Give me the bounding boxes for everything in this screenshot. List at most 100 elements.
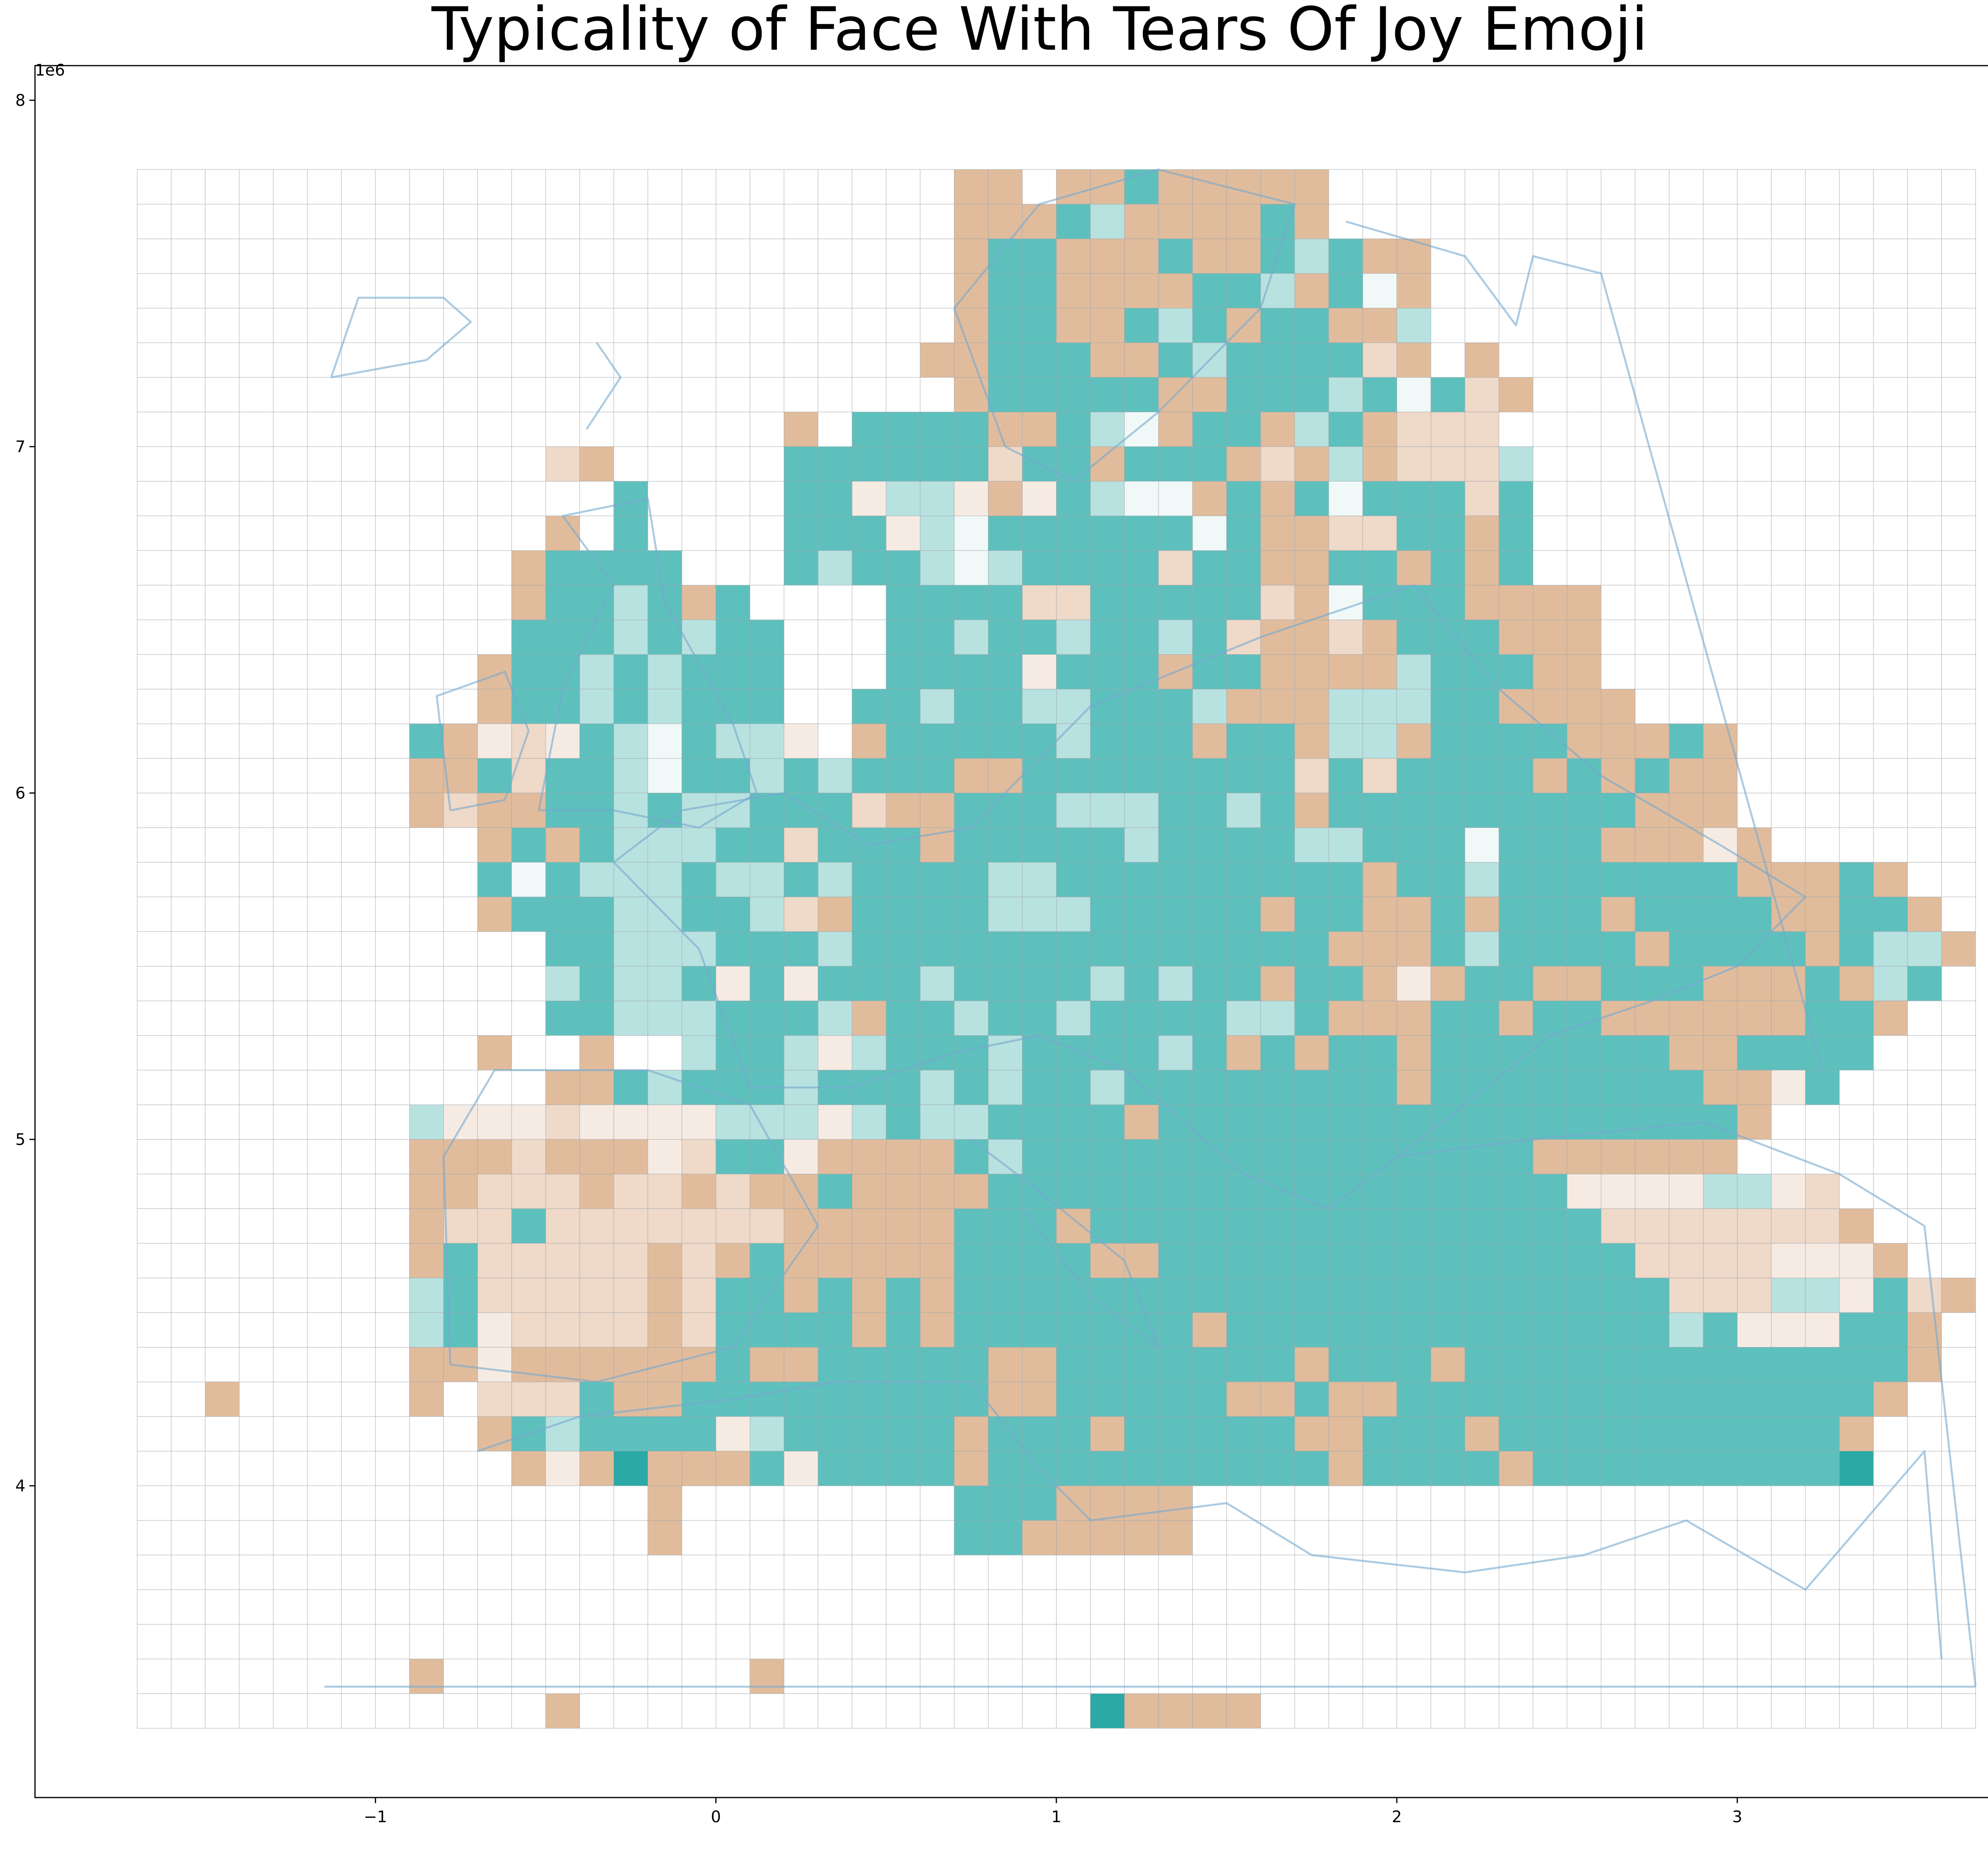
heatmap-cell bbox=[920, 1347, 954, 1382]
heatmap-cell bbox=[954, 447, 988, 482]
heatmap-cell bbox=[852, 897, 886, 932]
heatmap-cell bbox=[1465, 862, 1499, 897]
heatmap-cell bbox=[1533, 620, 1567, 655]
heatmap-cell bbox=[681, 1243, 716, 1278]
heatmap-cell bbox=[613, 793, 648, 828]
heatmap-cell bbox=[1533, 862, 1567, 897]
heatmap-cell bbox=[443, 1174, 478, 1209]
heatmap-cell bbox=[818, 1243, 852, 1278]
heatmap-cell bbox=[409, 723, 444, 758]
heatmap-cell bbox=[1669, 758, 1703, 793]
heatmap-cell bbox=[1192, 204, 1227, 239]
heatmap-cell bbox=[1567, 1001, 1601, 1036]
heatmap-cell bbox=[1669, 1382, 1703, 1417]
heatmap-cell bbox=[1397, 1312, 1431, 1347]
heatmap-cell bbox=[1601, 1001, 1635, 1036]
heatmap-cell bbox=[1192, 1209, 1227, 1244]
heatmap-cell bbox=[1022, 204, 1056, 239]
y-tick-label: 7 bbox=[16, 438, 25, 456]
heatmap-cell bbox=[613, 550, 648, 585]
heatmap-cell bbox=[750, 1312, 784, 1347]
heatmap-cell bbox=[1465, 1416, 1499, 1451]
heatmap-cell bbox=[1022, 1312, 1056, 1347]
x-tick-label: 1 bbox=[1051, 1808, 1061, 1826]
heatmap-cell bbox=[1431, 1278, 1465, 1313]
heatmap-cell bbox=[954, 1486, 988, 1521]
heatmap-cell bbox=[1703, 1382, 1738, 1417]
heatmap-cell bbox=[1771, 1070, 1806, 1105]
heatmap-cell bbox=[409, 1347, 444, 1382]
heatmap-cell bbox=[988, 550, 1023, 585]
heatmap-cell bbox=[613, 1209, 648, 1244]
heatmap-cell bbox=[954, 654, 988, 689]
heatmap-cell bbox=[852, 966, 886, 1001]
heatmap-cell bbox=[1090, 377, 1125, 412]
heatmap-cell bbox=[784, 966, 818, 1001]
heatmap-cell bbox=[681, 1174, 716, 1209]
heatmap-cell bbox=[1363, 654, 1397, 689]
heatmap-cell bbox=[1431, 447, 1465, 482]
country-outline bbox=[435, 670, 530, 812]
heatmap-cell bbox=[1295, 1347, 1329, 1382]
heatmap-cell bbox=[1124, 1105, 1159, 1140]
heatmap-cell bbox=[988, 897, 1023, 932]
heatmap-cell bbox=[716, 793, 750, 828]
heatmap-cell bbox=[886, 1209, 920, 1244]
heatmap-cell bbox=[1295, 1105, 1329, 1140]
heatmap-cell bbox=[1226, 516, 1261, 551]
heatmap-cell bbox=[1737, 897, 1771, 932]
heatmap-cell bbox=[648, 1451, 682, 1486]
heatmap-cell bbox=[818, 1382, 852, 1417]
heatmap-cell bbox=[648, 931, 682, 966]
heatmap-cell bbox=[1158, 1347, 1193, 1382]
heatmap-cell bbox=[1295, 1070, 1329, 1105]
heatmap-cell bbox=[852, 412, 886, 447]
heatmap-cell bbox=[1192, 828, 1227, 863]
heatmap-cell bbox=[1465, 723, 1499, 758]
heatmap-cell bbox=[1465, 447, 1499, 482]
heatmap-cell bbox=[1260, 1347, 1295, 1382]
heatmap-cell bbox=[1805, 931, 1840, 966]
heatmap-cell bbox=[1158, 1312, 1193, 1347]
heatmap-cell bbox=[1295, 377, 1329, 412]
heatmap-cell bbox=[1397, 793, 1431, 828]
heatmap-cell bbox=[1295, 1243, 1329, 1278]
heatmap-cell bbox=[1567, 654, 1601, 689]
heatmap-cell bbox=[1192, 931, 1227, 966]
heatmap-cell bbox=[681, 1278, 716, 1313]
heatmap-cell bbox=[1192, 689, 1227, 724]
heatmap-cell bbox=[886, 1312, 920, 1347]
heatmap-cell bbox=[580, 654, 614, 689]
heatmap-cell bbox=[988, 1243, 1023, 1278]
heatmap-cell bbox=[1295, 758, 1329, 793]
heatmap-cell bbox=[1056, 412, 1091, 447]
heatmap-cell bbox=[1158, 1035, 1193, 1070]
heatmap-cell bbox=[1873, 1001, 1908, 1036]
heatmap-cell bbox=[1090, 273, 1125, 308]
heatmap-cell bbox=[478, 1243, 512, 1278]
heatmap-cell bbox=[409, 1243, 444, 1278]
heatmap-cell bbox=[648, 654, 682, 689]
heatmap-cell bbox=[716, 585, 750, 620]
heatmap-cell bbox=[886, 1382, 920, 1417]
heatmap-cell bbox=[1192, 377, 1227, 412]
heatmap-cell bbox=[443, 1139, 478, 1174]
heatmap-cell bbox=[1090, 1139, 1125, 1174]
heatmap-cell bbox=[580, 1035, 614, 1070]
heatmap-cell bbox=[1737, 1070, 1771, 1105]
heatmap-cell bbox=[1158, 342, 1193, 377]
heatmap-cell bbox=[1022, 412, 1056, 447]
heatmap-cell bbox=[613, 1174, 648, 1209]
heatmap-cell bbox=[886, 447, 920, 482]
heatmap-cell bbox=[1567, 1070, 1601, 1105]
heatmap-cell bbox=[478, 862, 512, 897]
heatmap-cell bbox=[443, 1243, 478, 1278]
heatmap-cell bbox=[852, 1070, 886, 1105]
heatmap-cell bbox=[1226, 1174, 1261, 1209]
heatmap-cell bbox=[1465, 1382, 1499, 1417]
heatmap-cell bbox=[1397, 862, 1431, 897]
heatmap-cell bbox=[1295, 654, 1329, 689]
heatmap-cell bbox=[750, 828, 784, 863]
heatmap-cell bbox=[920, 516, 954, 551]
heatmap-cell bbox=[1635, 1070, 1670, 1105]
